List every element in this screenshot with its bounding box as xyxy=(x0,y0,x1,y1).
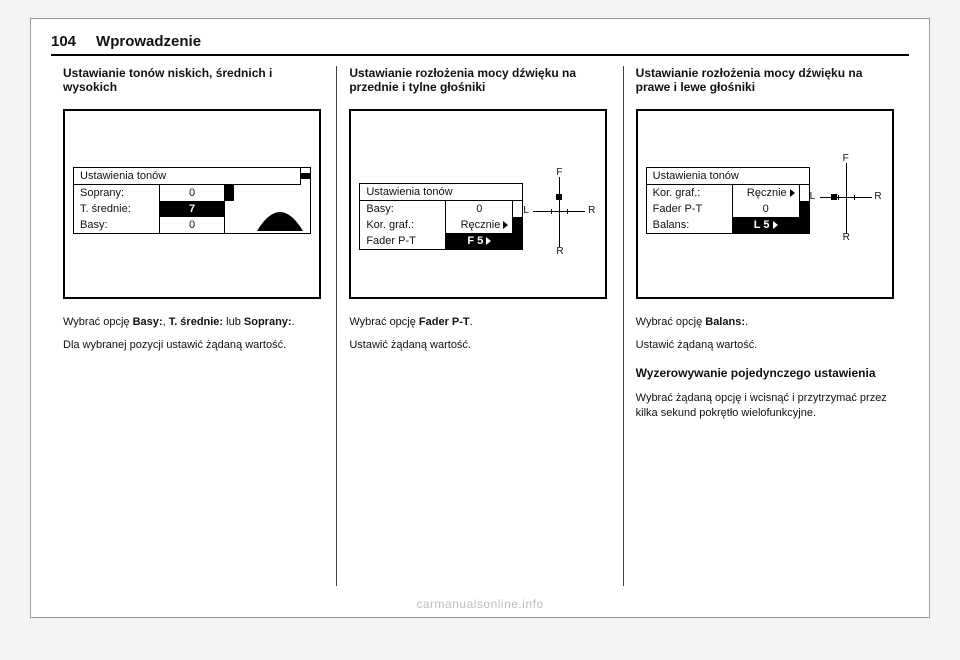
col1-heading: Ustawianie tonów niskich, średnich i wys… xyxy=(63,66,324,95)
col1-p1: Wybrać opcję Basy:, T. średnie: lub Sopr… xyxy=(63,315,324,330)
row-label: Basy: xyxy=(360,201,446,217)
row-label: Soprany: xyxy=(74,185,160,201)
row-label: Kor. graf.: xyxy=(647,185,733,201)
eq-curve-icon xyxy=(255,201,305,235)
col2-screenshot: Ustawienia tonów Basy: 0 Kor. graf.: Ręc… xyxy=(349,109,607,299)
row-value: 0 xyxy=(160,217,224,233)
col3-p1: Wybrać opcję Balans:. xyxy=(636,315,897,330)
row-value: 0 xyxy=(446,201,512,217)
screen-title: Ustawienia tonów xyxy=(360,184,522,201)
col2-heading: Ustawianie rozłożenia mocy dźwięku na pr… xyxy=(349,66,610,95)
section-title: Wprowadzenie xyxy=(96,33,201,50)
columns: Ustawianie tonów niskich, średnich i wys… xyxy=(51,66,909,586)
col1-screenshot: Ustawienia tonów Soprany: 0 T. średnie: … xyxy=(63,109,321,299)
page-header: 104 Wprowadzenie xyxy=(51,33,909,56)
fader-crosshair-icon: F R L R xyxy=(529,173,589,251)
col3-p2: Ustawić żądaną wartość. xyxy=(636,338,897,353)
row-label: Kor. graf.: xyxy=(360,217,446,233)
row-label: Fader P-T xyxy=(360,233,446,249)
chevron-right-icon xyxy=(790,189,795,197)
chevron-right-icon xyxy=(503,221,508,229)
row-value-selected: F 5 xyxy=(446,233,512,249)
chevron-right-icon xyxy=(486,237,491,245)
row-value: 0 xyxy=(160,185,224,201)
column-3: Ustawianie rozłożenia mocy dźwięku na pr… xyxy=(623,66,909,586)
row-value: 0 xyxy=(733,201,799,217)
row-value-selected: 7 xyxy=(160,201,224,217)
row-label: Fader P-T xyxy=(647,201,733,217)
column-2: Ustawianie rozłożenia mocy dźwięku na pr… xyxy=(336,66,622,586)
col3-sub2: Wyzerowywanie pojedynczego ustawienia xyxy=(636,366,897,380)
page-number: 104 xyxy=(51,33,76,50)
col3-screenshot: Ustawienia tonów Kor. graf.: Ręcznie Fad… xyxy=(636,109,894,299)
col2-p2: Ustawić żądaną wartość. xyxy=(349,338,610,353)
screen-title: Ustawienia tonów xyxy=(74,168,300,185)
manual-page: 104 Wprowadzenie Ustawianie tonów niskich… xyxy=(30,18,930,618)
row-label: Balans: xyxy=(647,217,733,233)
chevron-right-icon xyxy=(773,221,778,229)
scrollbar-thumb xyxy=(301,173,310,179)
row-value-selected: L 5 xyxy=(733,217,799,233)
row-label: T. średnie: xyxy=(74,201,160,217)
row-value: Ręcznie xyxy=(446,217,512,233)
column-1: Ustawianie tonów niskich, średnich i wys… xyxy=(51,66,336,586)
col3-heading: Ustawianie rozłożenia mocy dźwięku na pr… xyxy=(636,66,897,95)
watermark: carmanualsonline.info xyxy=(31,597,929,611)
row-value: Ręcznie xyxy=(733,185,799,201)
screen-title: Ustawienia tonów xyxy=(647,168,809,185)
col1-p2: Dla wybranej pozycji ustawić żądaną wart… xyxy=(63,338,324,353)
balance-crosshair-icon: F R L R xyxy=(816,159,876,237)
col2-p1: Wybrać opcję Fader P-T. xyxy=(349,315,610,330)
col3-p3: Wybrać żądaną opcję i wcisnąć i przytrzy… xyxy=(636,391,897,421)
row-label: Basy: xyxy=(74,217,160,233)
